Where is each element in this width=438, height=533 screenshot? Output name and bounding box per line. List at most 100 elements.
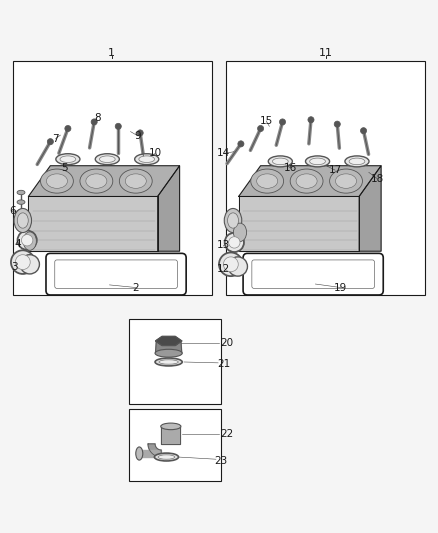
Circle shape [115, 123, 121, 130]
FancyBboxPatch shape [243, 253, 383, 295]
FancyBboxPatch shape [46, 253, 186, 295]
Ellipse shape [46, 174, 67, 188]
Ellipse shape [228, 213, 238, 228]
Ellipse shape [17, 190, 25, 195]
Circle shape [229, 237, 240, 248]
Ellipse shape [135, 154, 159, 165]
Ellipse shape [257, 174, 278, 188]
Ellipse shape [154, 453, 178, 461]
Ellipse shape [233, 223, 247, 241]
Ellipse shape [40, 169, 74, 193]
Polygon shape [155, 341, 182, 353]
Circle shape [47, 139, 53, 145]
Bar [13, 61, 212, 295]
Circle shape [18, 231, 37, 250]
Circle shape [228, 257, 247, 276]
Circle shape [258, 125, 264, 132]
Polygon shape [148, 444, 161, 457]
Ellipse shape [119, 169, 152, 193]
Polygon shape [28, 197, 158, 251]
Ellipse shape [95, 154, 119, 165]
Ellipse shape [125, 174, 146, 188]
Ellipse shape [155, 358, 182, 366]
Circle shape [219, 253, 243, 276]
Ellipse shape [17, 213, 28, 228]
Circle shape [91, 119, 97, 125]
Text: 10: 10 [148, 149, 162, 158]
Ellipse shape [155, 349, 182, 357]
Text: 9: 9 [134, 131, 141, 141]
Ellipse shape [80, 169, 113, 193]
Circle shape [279, 119, 286, 125]
Ellipse shape [14, 208, 32, 232]
Ellipse shape [86, 174, 107, 188]
Polygon shape [359, 166, 381, 251]
Polygon shape [158, 166, 180, 251]
Text: 17: 17 [328, 165, 342, 175]
Text: 19: 19 [334, 282, 347, 293]
Circle shape [11, 251, 35, 274]
Circle shape [15, 255, 30, 270]
Circle shape [334, 121, 340, 127]
Text: 3: 3 [11, 262, 18, 272]
Ellipse shape [158, 455, 175, 459]
Ellipse shape [23, 232, 36, 251]
Ellipse shape [330, 169, 363, 193]
Text: 16: 16 [284, 163, 297, 173]
Text: 1: 1 [108, 48, 115, 58]
Ellipse shape [139, 156, 155, 163]
Circle shape [308, 117, 314, 123]
Ellipse shape [161, 423, 181, 430]
Ellipse shape [159, 360, 178, 364]
Ellipse shape [268, 156, 293, 167]
Ellipse shape [290, 169, 323, 193]
Bar [129, 409, 221, 481]
Circle shape [223, 257, 238, 272]
Ellipse shape [17, 209, 25, 214]
Circle shape [238, 141, 244, 147]
Ellipse shape [251, 169, 284, 193]
Ellipse shape [99, 156, 115, 163]
Ellipse shape [305, 156, 330, 167]
Circle shape [137, 130, 143, 136]
Bar [226, 61, 425, 295]
Text: 11: 11 [319, 48, 333, 58]
Text: 20: 20 [220, 338, 233, 348]
Ellipse shape [349, 158, 365, 165]
Text: 6: 6 [9, 206, 16, 216]
Text: 12: 12 [217, 264, 230, 273]
Ellipse shape [17, 200, 25, 204]
Ellipse shape [296, 174, 317, 188]
Text: 5: 5 [61, 163, 68, 173]
Ellipse shape [310, 158, 325, 165]
Polygon shape [155, 336, 182, 345]
Circle shape [20, 255, 39, 274]
Text: 7: 7 [52, 134, 59, 143]
Circle shape [65, 125, 71, 132]
Ellipse shape [272, 158, 288, 165]
Text: 22: 22 [220, 429, 233, 439]
Text: 15: 15 [260, 116, 273, 126]
Circle shape [360, 128, 367, 134]
Ellipse shape [60, 156, 76, 163]
Text: 4: 4 [14, 239, 21, 249]
Text: 18: 18 [371, 174, 384, 184]
Text: 2: 2 [132, 282, 139, 293]
Circle shape [21, 235, 33, 246]
Circle shape [225, 233, 244, 252]
Ellipse shape [136, 447, 143, 460]
Polygon shape [161, 426, 180, 444]
Bar [129, 319, 221, 405]
Polygon shape [28, 166, 180, 197]
Ellipse shape [224, 208, 242, 232]
Polygon shape [239, 166, 381, 197]
Ellipse shape [345, 156, 369, 167]
Polygon shape [239, 197, 359, 251]
Text: 23: 23 [215, 456, 228, 465]
Text: 8: 8 [94, 112, 101, 123]
Ellipse shape [56, 154, 80, 165]
Ellipse shape [336, 174, 357, 188]
Text: 14: 14 [217, 149, 230, 158]
Text: 21: 21 [217, 359, 230, 369]
Polygon shape [139, 450, 161, 457]
